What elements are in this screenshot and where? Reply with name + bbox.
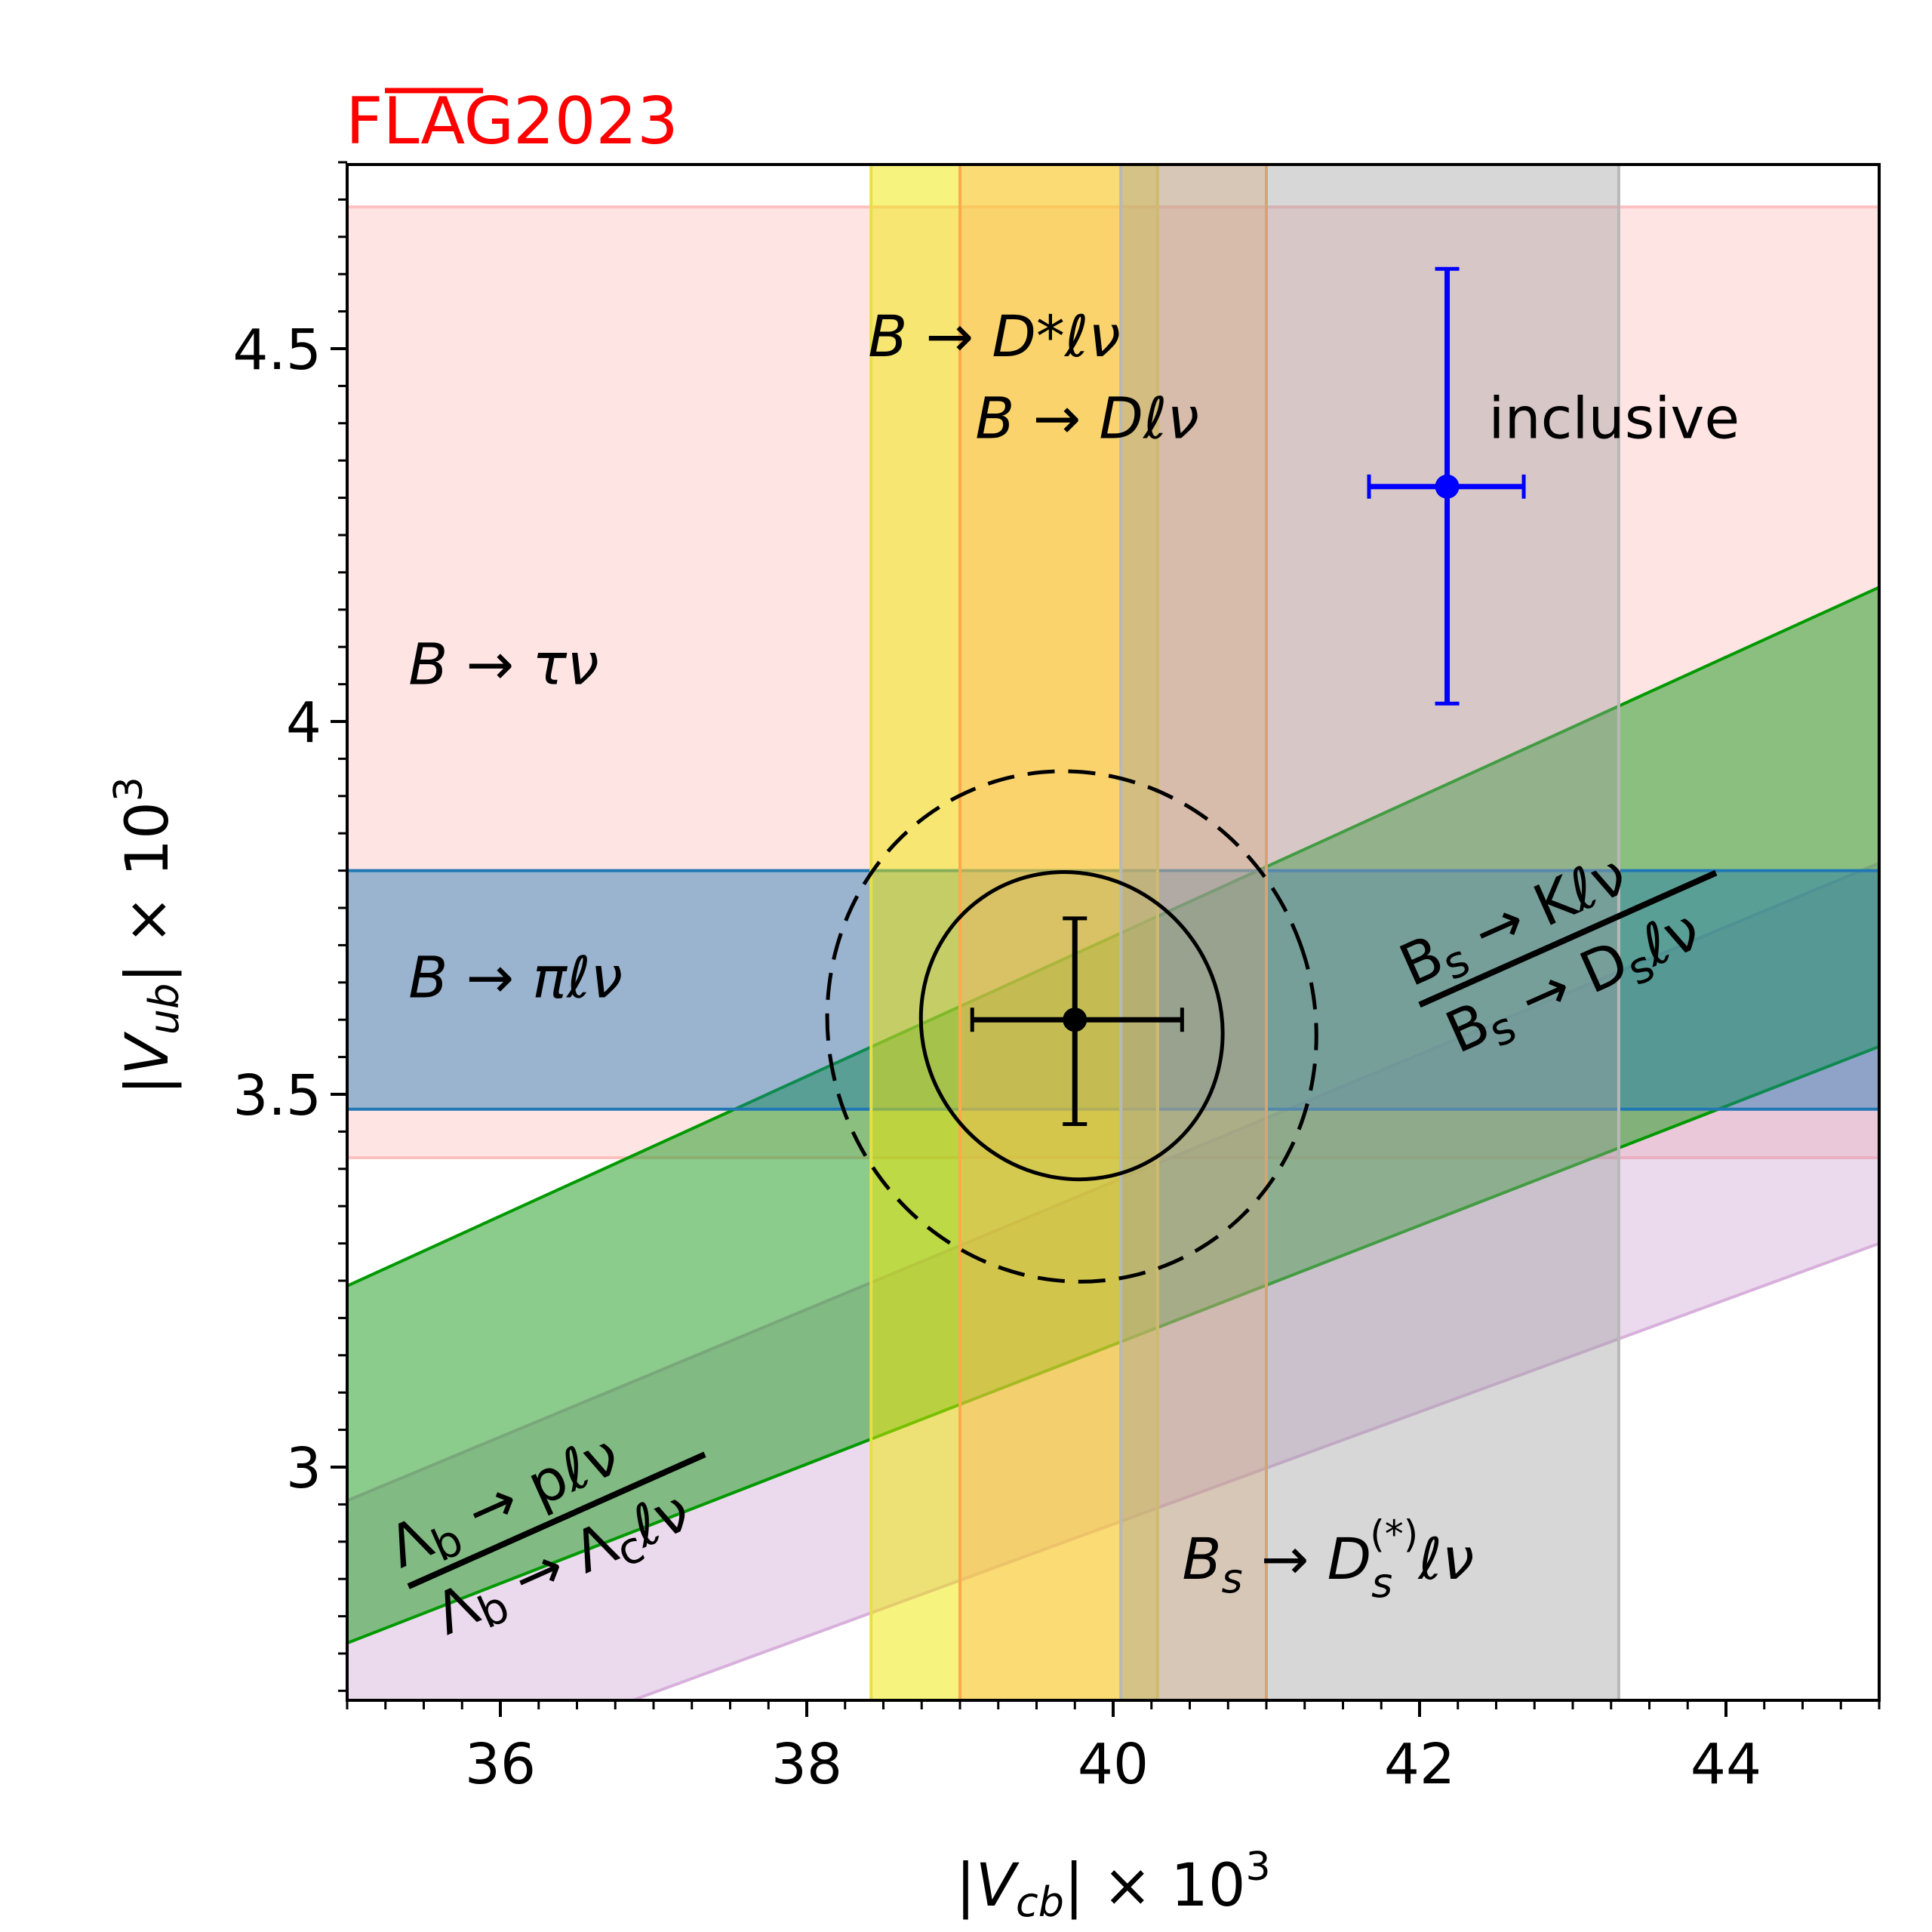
y-tick-label: 4: [286, 691, 321, 755]
y-label-rest: | × 10: [114, 801, 182, 983]
point-fit: [970, 916, 1184, 1127]
x-label-sub: cb: [1016, 1878, 1064, 1926]
label-b-dstar-l-nu: B → D*ℓν: [868, 303, 1121, 370]
x-label-exp: 3: [1246, 1844, 1271, 1890]
axis-ticks: 36 38 40 42 44 3 3.5 4 4.5: [232, 161, 1881, 1797]
data-marks: [970, 266, 1526, 1127]
point-inclusive: [1367, 266, 1526, 706]
label-b-pi-l-nu: B → πℓν: [408, 944, 623, 1011]
brand-prefix: FLAG: [346, 84, 514, 159]
label-bs-ds-star-l-nu: Bs → Ds(*)ℓν: [1182, 1512, 1474, 1607]
x-tick-label: 44: [1690, 1732, 1761, 1797]
y-label-exp: 3: [106, 777, 152, 801]
y-label-bar-left: |: [114, 1075, 182, 1095]
x-tick-label: 42: [1384, 1732, 1455, 1797]
label-bs-k-over-bs-ds-fraction-bar: [1418, 869, 1718, 1008]
y-label-sub: ub: [140, 983, 188, 1035]
marker-inclusive: [1435, 474, 1460, 499]
y-axis-label: |Vub| × 103: [106, 777, 188, 1095]
label-b-tau-nu: B → τν: [408, 631, 598, 698]
label-b-d-l-nu: B → Dℓν: [975, 385, 1199, 452]
vband-0: [871, 165, 1158, 1700]
y-tick-label: 4.5: [232, 318, 321, 383]
marker-fit: [1063, 1008, 1088, 1032]
x-label-v: V: [976, 1852, 1020, 1920]
x-tick-label: 38: [771, 1732, 842, 1797]
vband-1: [960, 165, 1266, 1700]
x-axis-label: |Vcb| × 103: [955, 1844, 1270, 1926]
vband-2: [1121, 165, 1619, 1700]
x-label-rest: | × 10: [1064, 1852, 1245, 1920]
brand-year: 2023: [513, 84, 678, 159]
y-label-v: V: [114, 1032, 182, 1075]
ellipse-fit-1sigma: [918, 870, 1225, 1182]
label-lambdab-p-over-lambdab-lambdac-fraction-bar: [407, 1451, 706, 1589]
label-inclusive: inclusive: [1488, 385, 1740, 452]
y-tick-label: 3: [286, 1436, 321, 1501]
y-tick-label: 3.5: [232, 1063, 321, 1128]
svg-text:|Vcb| × 103: |Vcb| × 103: [955, 1844, 1270, 1926]
x-tick-label: 40: [1078, 1732, 1149, 1797]
svg-text:|Vub| × 103: |Vub| × 103: [106, 777, 188, 1095]
x-label-bar-left: |: [955, 1852, 975, 1920]
plot-area: [347, 165, 1879, 1700]
ellipse-fit-2sigma: [825, 769, 1318, 1284]
flag-brand: FLAG 2023: [346, 84, 678, 159]
x-tick-label: 36: [465, 1732, 536, 1797]
